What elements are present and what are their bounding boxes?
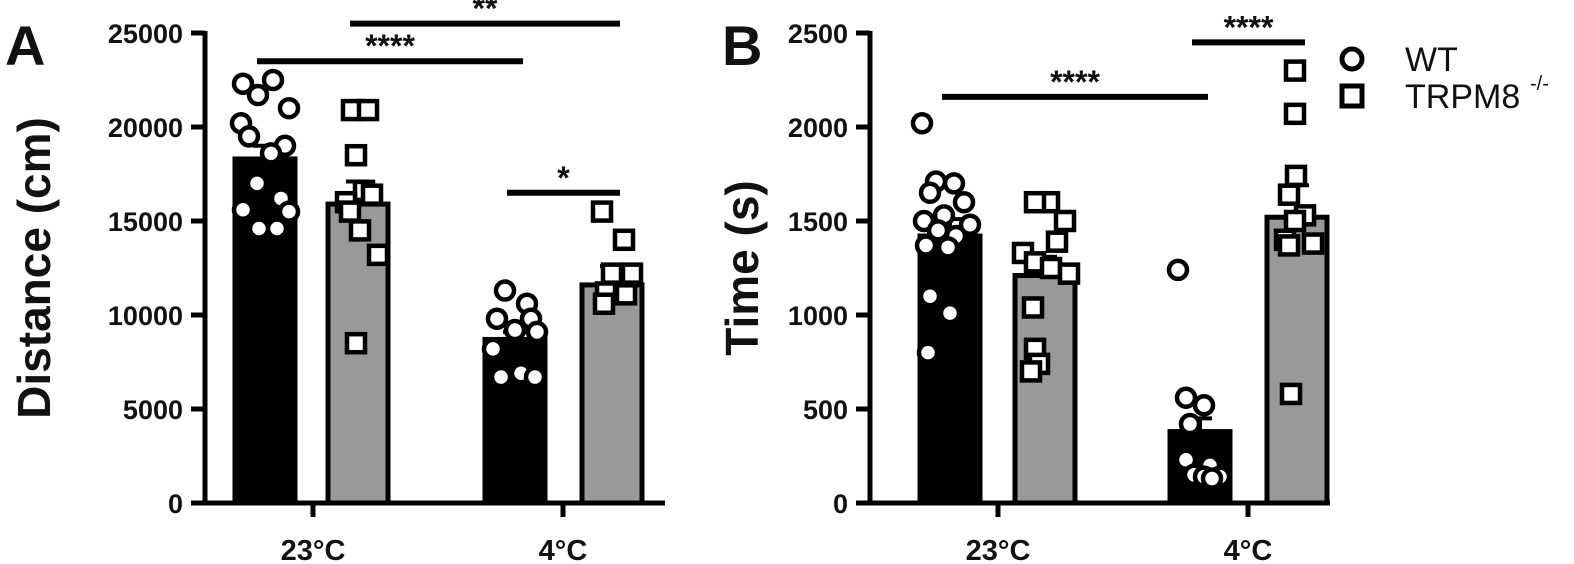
data-point-square [1277,183,1301,206]
data-point-circle [231,72,255,96]
data-point-circle [259,142,283,165]
data-point-circle [1178,412,1202,436]
data-point-circle [1192,393,1216,417]
y-tick-label: 500 [803,395,848,425]
panel-letter: A [5,14,45,77]
data-point-circle [247,217,271,240]
panel-letter: B [722,14,762,77]
data-point-circle [261,68,285,92]
data-point-circle [277,96,301,120]
data-point-circle [481,337,505,361]
data-point-circle [277,200,301,223]
data-point-circle [237,125,261,148]
data-point-square [1301,232,1325,255]
bar-square-1 [579,282,645,506]
data-point-circle [493,279,517,302]
data-point-square [1039,256,1063,280]
data-point-circle [914,234,938,257]
data-point-circle [503,318,527,342]
x-category-label: 4°C [1224,535,1273,564]
data-point-square [592,292,616,315]
legend-label-superscript: -/- [1530,73,1549,95]
data-point-circle [1166,258,1190,282]
y-tick-label: 2000 [788,113,848,143]
data-point-square [356,98,380,122]
data-point-square [1283,102,1307,126]
significance-label: * [557,160,570,196]
data-point-square [614,283,638,306]
data-point-square [366,243,390,267]
data-point-square [1277,234,1301,257]
y-tick-label: 25000 [108,19,183,49]
data-point-square [600,262,624,285]
data-point-square [1283,59,1307,82]
data-point-square [1283,209,1307,233]
data-point-circle [958,213,982,237]
legend-square-marker-icon [1339,83,1365,109]
y-tick-label: 5000 [123,395,183,425]
data-point-square [1019,360,1043,383]
panel-b: B Time (s) 0 500 1000 1500 2000 2500 23°C 4°C ****… [716,9,1330,564]
data-point-circle [936,236,960,259]
data-point-circle [918,284,942,308]
data-point-square [344,331,368,355]
data-point-square [1023,190,1047,214]
data-point-circle [1200,467,1224,490]
y-tick-label: 0 [833,489,848,519]
panel-a: A Distance (cm) 0 5000 10000 15000 20000 25000 2… [5,0,665,564]
data-point-square [1284,164,1308,188]
data-point-square [1045,230,1069,253]
data-point-square [360,183,384,206]
data-point-circle [952,190,976,214]
y-tick-label: 10000 [108,301,183,331]
legend-label-wt: WT [1405,41,1458,79]
x-category-label: 23°C [966,535,1031,564]
data-point-circle [942,172,966,195]
data-point-square [590,200,614,223]
data-point-circle [918,181,942,205]
data-point-circle [523,365,547,389]
bar-circle-0 [917,233,983,506]
legend-circle-marker-icon [1339,46,1365,72]
x-category-label: 23°C [281,535,346,564]
data-point-square [612,228,636,252]
y-tick-label: 0 [168,489,183,519]
data-point-circle [485,307,509,331]
data-point-circle [938,301,962,325]
y-tick-label: 20000 [108,113,183,143]
y-tick-label: 15000 [108,207,183,237]
data-point-circle [245,172,269,195]
data-point-circle [910,111,934,135]
data-point-square [344,143,368,167]
data-point-circle [265,217,289,240]
data-point-circle [489,365,513,389]
y-tick-label: 1000 [788,301,848,331]
data-point-square [1021,296,1045,319]
y-axis-label: Time (s) [716,180,768,356]
significance-label: **** [1050,64,1100,100]
data-point-circle [525,320,549,344]
bar-square-1 [1264,214,1330,506]
x-category-label: 4°C [539,535,588,564]
significance-label: ** [473,0,498,27]
data-point-square [1057,262,1081,285]
data-point-circle [1174,386,1198,409]
data-point-circle [246,83,270,107]
y-axis-label: Distance (cm) [8,117,60,419]
data-point-square [348,219,372,242]
data-point-square [1279,382,1303,406]
significance-label: **** [365,28,415,64]
data-point-square [1053,209,1077,233]
data-point-circle [916,341,940,364]
data-point-square [620,262,644,285]
data-point-circle [231,198,255,221]
y-tick-label: 2500 [788,19,848,49]
legend-label-trpm8: TRPM8 [1405,78,1520,116]
y-tick-label: 1500 [788,207,848,237]
significance-label: **** [1224,9,1274,45]
data-point-square [338,200,362,223]
